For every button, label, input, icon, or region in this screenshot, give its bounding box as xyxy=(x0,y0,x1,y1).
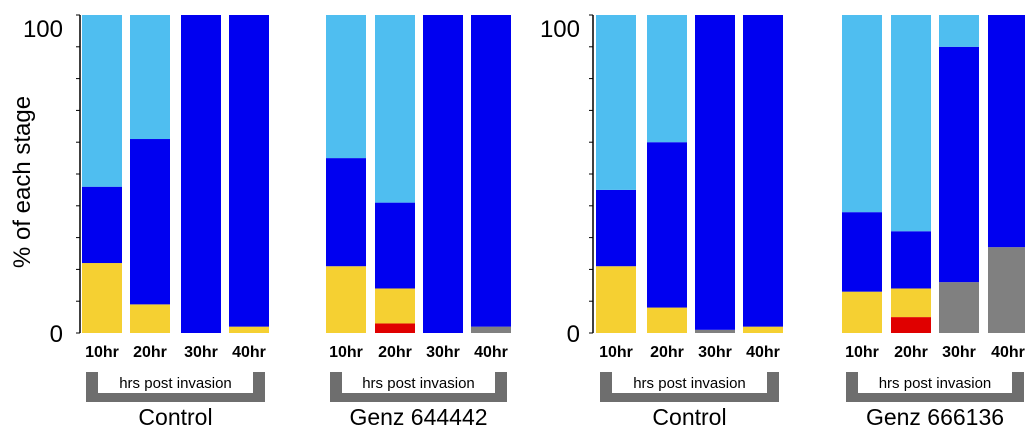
panel1-y-tick-label-0: 0 xyxy=(50,321,63,348)
panel2-bar-segment-7-1 xyxy=(939,282,979,333)
panel1-bar-segment-5-3 xyxy=(326,266,366,333)
panel1-bar-segment-4-3 xyxy=(229,326,269,333)
panel1-bar-segment-5-5 xyxy=(326,15,366,159)
panel2-bar-segment-8-1 xyxy=(988,247,1025,333)
panel2-x-category-label-2: 20hr xyxy=(650,344,684,361)
panel1-bar-segment-2-3 xyxy=(130,304,170,333)
panel2-bracket-label-1: hrs post invasion xyxy=(633,375,746,392)
panel1-bar-segment-7-4 xyxy=(423,15,463,333)
panel1-group-bracket-inner-1 xyxy=(98,372,253,393)
panel2-x-category-label-8: 40hr xyxy=(991,344,1025,361)
panel1-bar-segment-8-1 xyxy=(471,326,511,333)
panel2-x-category-label-5: 10hr xyxy=(845,344,879,361)
panel1-bracket-label-2: hrs post invasion xyxy=(362,375,475,392)
panel1-bar-segment-6-3 xyxy=(375,288,415,324)
panel1-bar-segment-2-5 xyxy=(130,15,170,140)
panel2-bar-segment-2-3 xyxy=(647,307,687,333)
panel2-bar-segment-3-4 xyxy=(695,15,735,330)
panel2-x-category-label-3: 30hr xyxy=(698,344,732,361)
panel2-bar-segment-6-4 xyxy=(891,231,931,289)
panel2-x-category-label-7: 30hr xyxy=(942,344,976,361)
panel2-bar-segment-3-1 xyxy=(695,329,735,333)
panel2-bar-segment-6-5 xyxy=(891,15,931,232)
panel1-bar-segment-5-4 xyxy=(326,158,366,267)
panel1-group-label-2: Genz 644442 xyxy=(349,404,487,430)
panel2-bar-segment-5-5 xyxy=(842,15,882,213)
panel2-y-tick-label-0: 0 xyxy=(567,321,580,348)
panel2-bar-segment-1-4 xyxy=(596,189,636,267)
panel1-x-category-label-2: 20hr xyxy=(133,344,167,361)
panel2-y-tick-label-100: 100 xyxy=(540,16,580,43)
panel2-bar-segment-1-5 xyxy=(596,15,636,190)
panel1-bar-segment-1-3 xyxy=(82,263,122,333)
panel2-x-category-label-6: 20hr xyxy=(894,344,928,361)
panel1-bar-segment-1-4 xyxy=(82,186,122,264)
panel1-bar-segment-6-5 xyxy=(375,15,415,203)
panel1-bar-segment-6-4 xyxy=(375,202,415,289)
panel2-bar-segment-7-4 xyxy=(939,46,979,283)
panel2-x-category-label-1: 10hr xyxy=(599,344,633,361)
panel1-bar-segment-8-4 xyxy=(471,15,511,327)
panel1-bar-segment-4-4 xyxy=(229,15,269,327)
panel2-group-bracket-inner-2 xyxy=(858,372,1012,393)
panel2-bar-segment-5-4 xyxy=(842,212,882,292)
panel1-y-axis-label: % of each stage xyxy=(9,96,36,268)
panel1-bar-segment-3-4 xyxy=(181,15,221,333)
panel2-bracket-label-2: hrs post invasion xyxy=(879,375,992,392)
panel1-x-category-label-8: 40hr xyxy=(474,344,508,361)
panel1-group-label-1: Control xyxy=(138,404,212,430)
panel2-bar-segment-2-4 xyxy=(647,142,687,308)
panel2-bar-segment-4-3 xyxy=(743,326,783,333)
panel2-bar-segment-5-3 xyxy=(842,291,882,333)
panel2-bar-segment-6-2 xyxy=(891,317,931,333)
panel1-bar-segment-1-5 xyxy=(82,15,122,187)
panel2-x-category-label-4: 40hr xyxy=(746,344,780,361)
panel1-bar-segment-2-4 xyxy=(130,139,170,305)
panel1-x-category-label-5: 10hr xyxy=(329,344,363,361)
panel2-bar-segment-6-3 xyxy=(891,288,931,318)
panel1-x-category-label-4: 40hr xyxy=(232,344,266,361)
panel2-bar-segment-4-4 xyxy=(743,15,783,327)
panel1-x-category-label-6: 20hr xyxy=(378,344,412,361)
panel2-bar-segment-7-5 xyxy=(939,15,979,47)
panel2-group-label-1: Control xyxy=(652,404,726,430)
panel1-y-tick-label-100: 100 xyxy=(23,16,63,43)
panel1-x-category-label-3: 30hr xyxy=(184,344,218,361)
panel1-x-category-label-7: 30hr xyxy=(426,344,460,361)
panel2-group-label-2: Genz 666136 xyxy=(866,404,1004,430)
panel2-bar-segment-2-5 xyxy=(647,15,687,143)
panel2-bar-segment-8-4 xyxy=(988,15,1025,248)
panel1-group-bracket-inner-2 xyxy=(342,372,495,393)
panel2-group-bracket-inner-1 xyxy=(612,372,767,393)
panel1-x-category-label-1: 10hr xyxy=(85,344,119,361)
panel1-bar-segment-6-2 xyxy=(375,323,415,333)
panel2-bar-segment-1-3 xyxy=(596,266,636,333)
panel1-bracket-label-1: hrs post invasion xyxy=(119,375,232,392)
